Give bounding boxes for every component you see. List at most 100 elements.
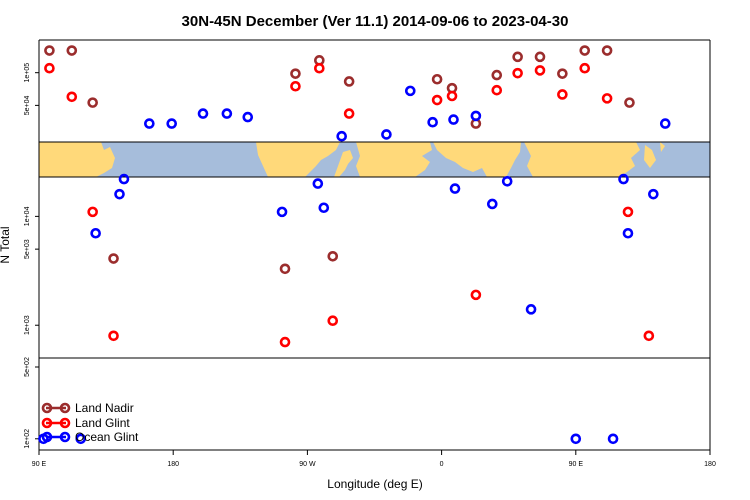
y-tick-label: 5e+04 bbox=[24, 95, 31, 115]
data-point bbox=[448, 114, 459, 125]
data-point bbox=[512, 51, 523, 63]
data-point bbox=[501, 176, 513, 187]
data-point bbox=[525, 304, 537, 315]
data-point bbox=[166, 118, 178, 129]
data-point bbox=[44, 62, 55, 74]
data-point bbox=[557, 68, 568, 79]
data-point bbox=[108, 330, 119, 342]
data-point bbox=[279, 336, 291, 348]
data-point bbox=[404, 85, 416, 97]
x-tick-label: 180 bbox=[167, 461, 179, 468]
legend-marker bbox=[59, 402, 71, 414]
legend-label: Land Nadir bbox=[75, 401, 134, 415]
data-point bbox=[431, 73, 443, 85]
data-point bbox=[87, 206, 98, 218]
data-point bbox=[618, 173, 629, 185]
data-point bbox=[659, 118, 671, 129]
data-point bbox=[449, 183, 461, 194]
x-tick-label: 90 W bbox=[299, 461, 316, 468]
series-land-nadir bbox=[44, 45, 635, 275]
legend-marker bbox=[41, 402, 53, 414]
data-point bbox=[221, 108, 233, 119]
data-point bbox=[579, 62, 591, 74]
x-tick-label: 180 bbox=[704, 461, 716, 468]
data-point bbox=[643, 330, 655, 342]
data-point bbox=[114, 188, 125, 200]
data-point bbox=[312, 178, 324, 189]
data-point bbox=[648, 188, 659, 200]
data-point bbox=[242, 111, 254, 123]
series-ocean-glint bbox=[38, 85, 671, 445]
data-point bbox=[144, 118, 155, 129]
legend-item: Ocean Glint bbox=[41, 430, 139, 444]
data-point bbox=[622, 227, 634, 239]
data-point bbox=[491, 69, 503, 81]
data-point bbox=[470, 289, 482, 301]
series-land-glint bbox=[44, 62, 655, 348]
y-tick-label: 5e+03 bbox=[24, 239, 31, 259]
data-point bbox=[44, 45, 55, 56]
data-point bbox=[534, 65, 546, 76]
data-point bbox=[570, 433, 582, 445]
x-tick-label: 90 E bbox=[569, 461, 584, 468]
data-point bbox=[512, 67, 523, 79]
data-point bbox=[290, 80, 301, 92]
legend-label: Ocean Glint bbox=[75, 430, 139, 444]
legend-item: Land Nadir bbox=[41, 401, 134, 415]
data-point bbox=[624, 97, 635, 108]
x-tick-label: 0 bbox=[440, 461, 444, 468]
plot-frame bbox=[38, 39, 711, 451]
y-tick-label: 1e+03 bbox=[24, 315, 31, 335]
map-band bbox=[39, 142, 710, 177]
data-point bbox=[431, 94, 443, 106]
legend-marker bbox=[41, 417, 53, 429]
data-point bbox=[314, 62, 325, 74]
data-point bbox=[607, 433, 619, 445]
legend-marker bbox=[59, 431, 71, 443]
y-tick-label: 1e+05 bbox=[24, 63, 31, 83]
data-point bbox=[90, 227, 101, 239]
data-point bbox=[601, 93, 613, 104]
data-point bbox=[290, 68, 301, 79]
data-point bbox=[491, 84, 503, 96]
x-axis-label: Longitude (deg E) bbox=[327, 477, 422, 491]
data-point bbox=[318, 202, 330, 214]
y-tick-label: 1e+04 bbox=[24, 206, 31, 226]
y-axis-label: N Total bbox=[0, 226, 12, 263]
data-point bbox=[470, 110, 482, 122]
data-point bbox=[486, 198, 498, 210]
data-point bbox=[557, 89, 568, 100]
data-point bbox=[279, 263, 291, 275]
y-tick-label: 1e+02 bbox=[24, 429, 31, 449]
data-point bbox=[579, 45, 591, 56]
data-point bbox=[427, 116, 438, 128]
data-point bbox=[118, 173, 130, 185]
data-point bbox=[343, 76, 355, 87]
legend-label: Land Glint bbox=[75, 416, 130, 430]
data-point bbox=[622, 206, 634, 218]
chart-title: 30N-45N December (Ver 11.1) 2014-09-06 t… bbox=[182, 13, 569, 30]
data-point bbox=[108, 253, 119, 264]
data-point bbox=[343, 108, 355, 119]
data-point bbox=[75, 433, 87, 445]
data-point bbox=[276, 206, 288, 218]
data-point bbox=[327, 250, 339, 262]
legend-item: Land Glint bbox=[41, 416, 130, 430]
legend-marker bbox=[41, 431, 53, 443]
x-axis: 90 E 180 90 W 0 90 E 180 bbox=[32, 450, 716, 468]
data-point bbox=[66, 45, 78, 56]
data-point bbox=[381, 129, 392, 140]
y-tick-label: 5e+02 bbox=[24, 357, 31, 377]
data-point bbox=[66, 91, 78, 103]
data-point bbox=[327, 315, 339, 327]
legend-marker bbox=[59, 417, 71, 429]
data-point bbox=[197, 108, 209, 119]
data-point bbox=[336, 130, 347, 142]
map-land bbox=[39, 142, 665, 177]
data-point bbox=[601, 45, 613, 56]
data-point bbox=[87, 97, 98, 108]
data-point bbox=[534, 51, 546, 63]
data-points bbox=[38, 45, 671, 445]
